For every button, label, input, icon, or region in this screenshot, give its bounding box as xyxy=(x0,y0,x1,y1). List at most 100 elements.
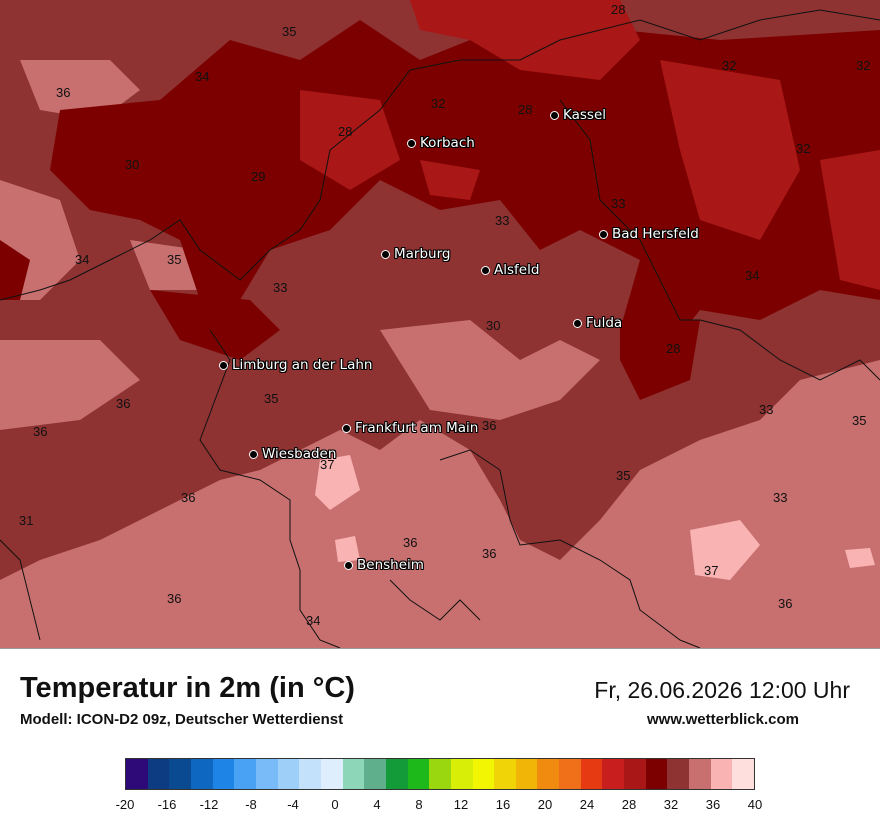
city-marker-wiesbaden[interactable]: Wiesbaden xyxy=(249,446,336,462)
city-name: Limburg an der Lahn xyxy=(232,357,373,373)
temp-zone-28-north xyxy=(410,0,640,80)
city-dot-icon xyxy=(249,449,258,459)
city-name: Bad Hersfeld xyxy=(612,226,699,242)
legend-tick-label: -8 xyxy=(245,797,257,812)
legend-swatch xyxy=(732,759,755,789)
city-dot-icon xyxy=(219,360,228,370)
temp-label: 28 xyxy=(611,2,626,17)
temp-label: 36 xyxy=(403,535,418,550)
city-dot-icon xyxy=(344,560,353,570)
legend-swatch xyxy=(190,759,213,789)
legend-swatch xyxy=(537,759,560,789)
temp-label: 36 xyxy=(167,591,182,606)
temperature-field xyxy=(0,0,880,648)
city-dot-icon xyxy=(381,249,390,259)
legend-swatch xyxy=(169,759,191,789)
city-marker-bad-hersfeld[interactable]: Bad Hersfeld xyxy=(599,226,699,242)
state-borders xyxy=(0,9,880,648)
legend-swatch xyxy=(277,759,300,789)
temp-label: 33 xyxy=(495,213,510,228)
temp-label: 34 xyxy=(306,613,321,628)
city-name: Korbach xyxy=(420,135,475,151)
temp-label: 30 xyxy=(125,157,140,172)
temp-label: 33 xyxy=(759,402,774,417)
legend-swatch xyxy=(472,759,495,789)
legend-tick-label: -20 xyxy=(115,797,135,812)
legend-tick-label: 32 xyxy=(663,797,679,812)
legend-swatch xyxy=(385,759,408,789)
temp-label: 36 xyxy=(482,418,497,433)
legend-swatch xyxy=(126,759,148,789)
temp-label: 28 xyxy=(666,341,681,356)
city-marker-bensheim[interactable]: Bensheim xyxy=(344,557,424,573)
temp-label: 36 xyxy=(33,424,48,439)
legend-tick-label: 28 xyxy=(621,797,637,812)
legend-swatch xyxy=(689,759,711,789)
city-name: Kassel xyxy=(563,107,607,123)
legend-tick-label: 8 xyxy=(415,797,423,812)
temp-label: 34 xyxy=(195,69,210,84)
city-dot-icon xyxy=(481,265,490,275)
temp-label: 37 xyxy=(320,457,335,472)
legend-swatch xyxy=(602,759,625,789)
temp-label: 32 xyxy=(796,141,811,156)
city-dot-icon xyxy=(599,229,608,239)
legend-tick-label: 20 xyxy=(537,797,553,812)
city-name: Alsfeld xyxy=(494,262,540,278)
city-marker-fulda[interactable]: Fulda xyxy=(573,315,622,331)
color-legend xyxy=(125,758,755,790)
legend-swatch xyxy=(147,759,170,789)
legend-swatch xyxy=(559,759,581,789)
temp-label: 35 xyxy=(264,391,279,406)
temp-label: 36 xyxy=(56,85,71,100)
legend-tick-label: 24 xyxy=(579,797,595,812)
city-marker-kassel[interactable]: Kassel xyxy=(550,107,606,123)
legend-tick-label: 36 xyxy=(705,797,721,812)
city-name: Frankfurt am Main xyxy=(355,420,479,436)
temp-label: 33 xyxy=(273,280,288,295)
legend-swatch xyxy=(450,759,473,789)
legend-tick-label: 12 xyxy=(453,797,469,812)
city-dot-icon xyxy=(573,318,582,328)
legend-tick-label: 16 xyxy=(495,797,511,812)
temp-label: 34 xyxy=(75,252,90,267)
temperature-map[interactable]: 28 35 34 36 32 32 32 28 32 28 30 29 33 3… xyxy=(0,0,880,648)
temp-zone-37 xyxy=(315,455,360,510)
temp-label: 35 xyxy=(852,413,867,428)
city-marker-frankfurt[interactable]: Frankfurt am Main xyxy=(342,420,478,436)
legend-swatch xyxy=(364,759,386,789)
city-marker-limburg[interactable]: Limburg an der Lahn xyxy=(219,357,372,373)
temp-label: 28 xyxy=(518,102,533,117)
legend-swatch xyxy=(515,759,538,789)
legend-swatch xyxy=(580,759,603,789)
legend-tick-label: 4 xyxy=(373,797,381,812)
city-marker-korbach[interactable]: Korbach xyxy=(407,135,475,151)
map-title: Temperatur in 2m (in °C) xyxy=(20,672,355,704)
legend-tick-label: 40 xyxy=(747,797,763,812)
temp-label: 34 xyxy=(745,268,760,283)
temp-label: 33 xyxy=(773,490,788,505)
city-marker-marburg[interactable]: Marburg xyxy=(381,246,450,262)
website-link[interactable]: www.wetterblick.com xyxy=(647,711,799,728)
legend-swatch xyxy=(234,759,256,789)
temp-label: 30 xyxy=(486,318,501,333)
legend-swatch xyxy=(645,759,668,789)
legend-swatch xyxy=(624,759,646,789)
legend-swatch xyxy=(212,759,235,789)
legend-swatch xyxy=(255,759,278,789)
city-dot-icon xyxy=(407,138,416,148)
temp-label: 36 xyxy=(482,546,497,561)
city-name: Marburg xyxy=(394,246,451,262)
city-marker-alsfeld[interactable]: Alsfeld xyxy=(481,262,539,278)
legend-swatch xyxy=(667,759,690,789)
temp-label: 29 xyxy=(251,169,266,184)
temp-label: 36 xyxy=(116,396,131,411)
city-dot-icon xyxy=(550,110,559,120)
temp-label: 35 xyxy=(616,468,631,483)
temp-label: 36 xyxy=(778,596,793,611)
legend-swatch xyxy=(342,759,365,789)
temp-label: 35 xyxy=(282,24,297,39)
temp-label: 37 xyxy=(704,563,719,578)
city-dot-icon xyxy=(342,423,351,433)
legend-tick-label: -12 xyxy=(199,797,219,812)
